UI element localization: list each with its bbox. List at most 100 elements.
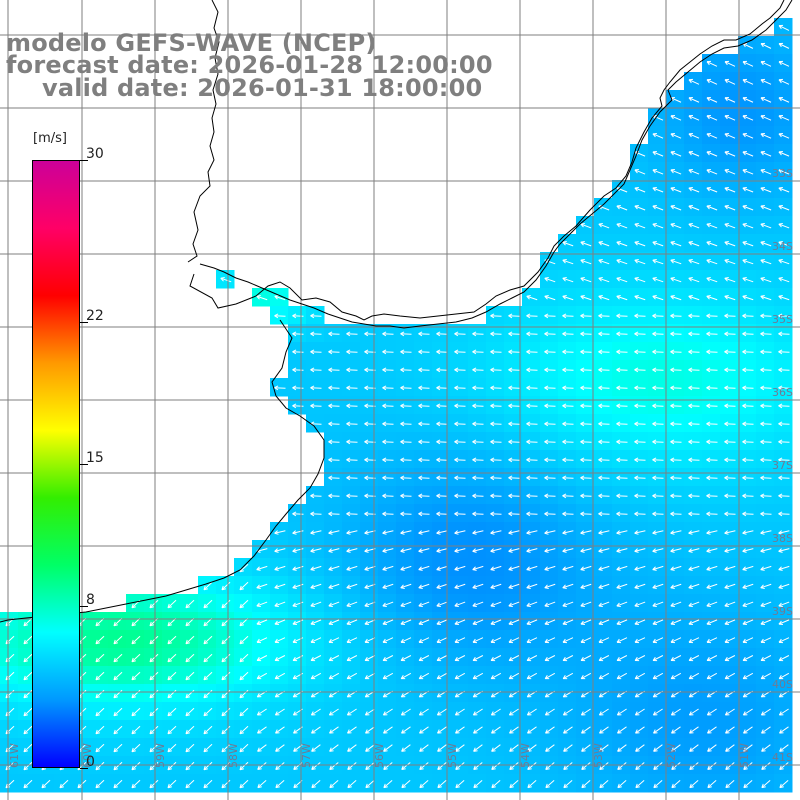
wind-vector [706,331,718,337]
wind-vector [418,583,430,589]
wind-vector [598,548,610,553]
wind-speed-cell [684,540,703,559]
wind-speed-cell [378,738,397,757]
wind-vector [652,385,664,391]
wind-speed-cell [324,612,343,631]
wind-speed-cell [252,612,271,631]
wind-speed-cell [702,702,721,721]
wind-vector [706,259,718,265]
lon-label: 57W [300,743,313,768]
wind-vector [346,655,358,662]
wind-speed-cell [540,378,559,397]
wind-vector [491,762,501,770]
wind-speed-cell [126,684,145,703]
wind-speed-cell [216,774,235,793]
wind-speed-cell [738,324,757,343]
wind-speed-cell [252,684,271,703]
wind-speed-cell [684,666,703,685]
wind-speed-cell [612,360,631,379]
colorbar-tick-30 [80,160,88,161]
wind-speed-cell [684,450,703,469]
wind-vector [418,637,430,644]
wind-speed-cell [522,738,541,757]
wind-vector [544,475,556,481]
wind-speed-cell [306,576,325,595]
wind-vector [490,421,502,427]
lon-label: 60W [81,743,94,768]
wind-vector [598,530,610,535]
wind-speed-cell [612,720,631,739]
wind-vector [689,762,699,770]
wind-speed-cell [450,324,469,343]
wind-speed-cell [414,738,433,757]
wind-vector [724,331,736,337]
wind-vector [670,583,682,589]
wind-speed-cell [288,324,307,343]
wind-vector [544,708,555,716]
wind-speed-cell [540,630,559,649]
wind-speed-cell [576,666,595,685]
wind-vector [778,186,790,193]
wind-vector [455,744,465,752]
wind-speed-cell [360,702,379,721]
wind-speed-cell [468,612,487,631]
wind-speed-cell [702,360,721,379]
wind-speed-cell [252,630,271,649]
wind-vector [562,277,574,283]
wind-vector [436,530,448,535]
wind-speed-cell [558,522,577,541]
wind-vector [436,601,448,607]
wind-vector [580,601,592,607]
wind-speed-cell [738,720,757,739]
wind-vector [328,583,340,589]
wind-speed-cell [342,504,361,523]
wind-vector [95,617,105,627]
wind-speed-cell [612,558,631,577]
wind-vector [634,349,646,355]
wind-speed-cell [774,594,793,613]
wind-vector [760,42,772,49]
wind-vector [580,259,592,265]
wind-vector [580,708,591,716]
wind-vector [742,223,754,229]
wind-vector [149,707,159,717]
colorbar-tick-label: 15 [86,450,104,466]
wind-speed-cell [360,504,379,523]
wind-speed-cell [558,378,577,397]
wind-vector [778,493,790,499]
wind-vector [760,78,772,85]
wind-speed-cell [522,774,541,793]
wind-vector [761,762,771,770]
wind-vector [670,385,682,391]
wind-speed-cell [684,432,703,451]
wind-speed-cell [666,576,685,595]
wind-vector [688,565,700,571]
wind-speed-cell [126,612,145,631]
wind-speed-cell [450,468,469,487]
wind-vector [688,637,700,644]
wind-vector [616,295,628,301]
wind-vector [400,637,412,644]
wind-speed-cell [684,558,703,577]
wind-vector [598,421,610,427]
wind-speed-cell [720,414,739,433]
wind-speed-cell [378,522,397,541]
wind-speed-cell [540,648,559,667]
wind-speed-cell [504,342,523,361]
wind-speed-cell [360,432,379,451]
wind-speed-cell [396,612,415,631]
wind-speed-cell [288,774,307,793]
wind-vector [616,439,628,445]
wind-speed-cell [18,720,37,739]
wind-vector [760,421,772,427]
wind-vector [562,385,574,391]
wind-speed-cell [738,486,757,505]
wind-speed-cell [216,720,235,739]
wind-speed-cell [522,324,541,343]
wind-vector [634,530,646,535]
wind-speed-cell [324,702,343,721]
wind-vector [544,349,556,355]
wind-speed-cell [522,486,541,505]
wind-vector [274,295,286,301]
wind-vector [401,762,411,770]
